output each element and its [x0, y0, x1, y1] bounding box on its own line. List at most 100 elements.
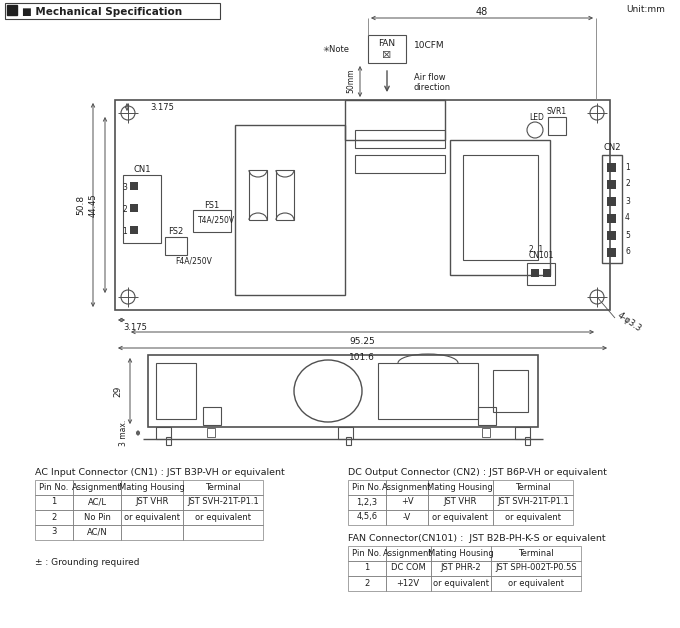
- Bar: [428, 495, 493, 510]
- Bar: [450, 140, 550, 275]
- Bar: [602, 155, 622, 263]
- Text: JST SVH-21T-P1.1: JST SVH-21T-P1.1: [187, 497, 259, 507]
- Text: or equivalent: or equivalent: [124, 512, 180, 521]
- Bar: [166, 437, 171, 445]
- Bar: [548, 117, 566, 135]
- Text: Pin No.: Pin No.: [39, 482, 69, 492]
- Bar: [235, 125, 345, 295]
- Text: 3: 3: [625, 197, 630, 205]
- Bar: [35, 480, 73, 495]
- Bar: [130, 226, 138, 234]
- Text: Terminal: Terminal: [515, 482, 551, 492]
- Bar: [491, 561, 581, 576]
- Bar: [525, 437, 530, 445]
- Bar: [35, 510, 73, 525]
- Bar: [515, 427, 530, 439]
- Text: 1: 1: [364, 563, 370, 573]
- Text: 2: 2: [52, 512, 56, 521]
- Bar: [463, 155, 538, 260]
- Text: Terminal: Terminal: [518, 548, 554, 558]
- Bar: [121, 525, 183, 540]
- Bar: [428, 510, 493, 525]
- Bar: [115, 100, 610, 310]
- Text: 101.6: 101.6: [349, 354, 375, 362]
- Text: 29: 29: [114, 386, 122, 397]
- Text: or equivalent: or equivalent: [432, 512, 488, 521]
- Text: +V: +V: [401, 497, 413, 507]
- Text: AC Input Connector (CN1) : JST B3P-VH or equivalent: AC Input Connector (CN1) : JST B3P-VH or…: [35, 468, 285, 477]
- Text: Mating Housing: Mating Housing: [119, 482, 185, 492]
- Bar: [428, 480, 493, 495]
- Text: ⊠: ⊠: [382, 50, 392, 60]
- Text: ■ Mechanical Specification: ■ Mechanical Specification: [22, 7, 182, 17]
- Text: Assignment: Assignment: [72, 482, 122, 492]
- Bar: [348, 480, 386, 495]
- Bar: [531, 269, 539, 277]
- Text: or equivalent: or equivalent: [508, 578, 564, 588]
- Text: CN101: CN101: [528, 251, 554, 259]
- Text: 3 max.: 3 max.: [120, 420, 129, 446]
- Text: AC/L: AC/L: [88, 497, 107, 507]
- Bar: [346, 437, 351, 445]
- Bar: [386, 576, 431, 591]
- Text: FS1: FS1: [205, 200, 220, 210]
- Bar: [431, 546, 491, 561]
- Bar: [338, 427, 353, 439]
- Text: JST VHR: JST VHR: [135, 497, 169, 507]
- Text: 2: 2: [364, 578, 370, 588]
- Bar: [386, 510, 428, 525]
- Text: 1: 1: [122, 227, 127, 236]
- Text: CN2: CN2: [603, 144, 621, 153]
- Text: 3: 3: [51, 528, 56, 536]
- Text: T4A/250V: T4A/250V: [199, 215, 235, 224]
- Text: 48: 48: [476, 7, 488, 17]
- Text: or equivalent: or equivalent: [195, 512, 251, 521]
- Bar: [607, 197, 616, 206]
- Text: -V: -V: [403, 512, 411, 521]
- Bar: [183, 480, 263, 495]
- Text: FS2: FS2: [169, 227, 184, 237]
- Bar: [156, 363, 196, 419]
- Bar: [73, 525, 121, 540]
- Text: 1: 1: [625, 163, 630, 171]
- Bar: [121, 510, 183, 525]
- Text: 6: 6: [625, 247, 630, 256]
- Bar: [121, 495, 183, 510]
- Bar: [493, 510, 573, 525]
- Bar: [368, 35, 406, 63]
- Bar: [478, 407, 496, 425]
- Text: SVR1: SVR1: [547, 107, 567, 116]
- Bar: [193, 210, 231, 232]
- Bar: [378, 363, 478, 419]
- Bar: [386, 480, 428, 495]
- Bar: [607, 180, 616, 189]
- Bar: [482, 428, 490, 437]
- Bar: [431, 561, 491, 576]
- Text: 2: 2: [625, 180, 630, 188]
- Text: Terminal: Terminal: [205, 482, 241, 492]
- Bar: [348, 546, 386, 561]
- Bar: [491, 546, 581, 561]
- Text: Assignment: Assignment: [382, 482, 432, 492]
- Bar: [607, 248, 616, 257]
- Bar: [123, 175, 161, 243]
- Bar: [348, 495, 386, 510]
- Bar: [249, 170, 267, 220]
- Text: 3.175: 3.175: [150, 102, 174, 112]
- Bar: [35, 495, 73, 510]
- Text: Air flow: Air flow: [414, 73, 445, 82]
- Bar: [5, 3, 220, 19]
- Text: 44.45: 44.45: [88, 193, 97, 217]
- Bar: [165, 237, 187, 255]
- Bar: [130, 182, 138, 190]
- Text: FAN Connector(CN101) :  JST B2B-PH-K-S or equivalent: FAN Connector(CN101) : JST B2B-PH-K-S or…: [348, 534, 606, 543]
- Text: JST SVH-21T-P1.1: JST SVH-21T-P1.1: [497, 497, 569, 507]
- Bar: [493, 480, 573, 495]
- Bar: [183, 510, 263, 525]
- Text: ± : Grounding required: ± : Grounding required: [35, 558, 139, 567]
- Text: Assignment: Assignment: [384, 548, 432, 558]
- Text: Pin No.: Pin No.: [352, 548, 381, 558]
- Bar: [543, 269, 551, 277]
- Bar: [130, 204, 138, 212]
- Bar: [35, 525, 73, 540]
